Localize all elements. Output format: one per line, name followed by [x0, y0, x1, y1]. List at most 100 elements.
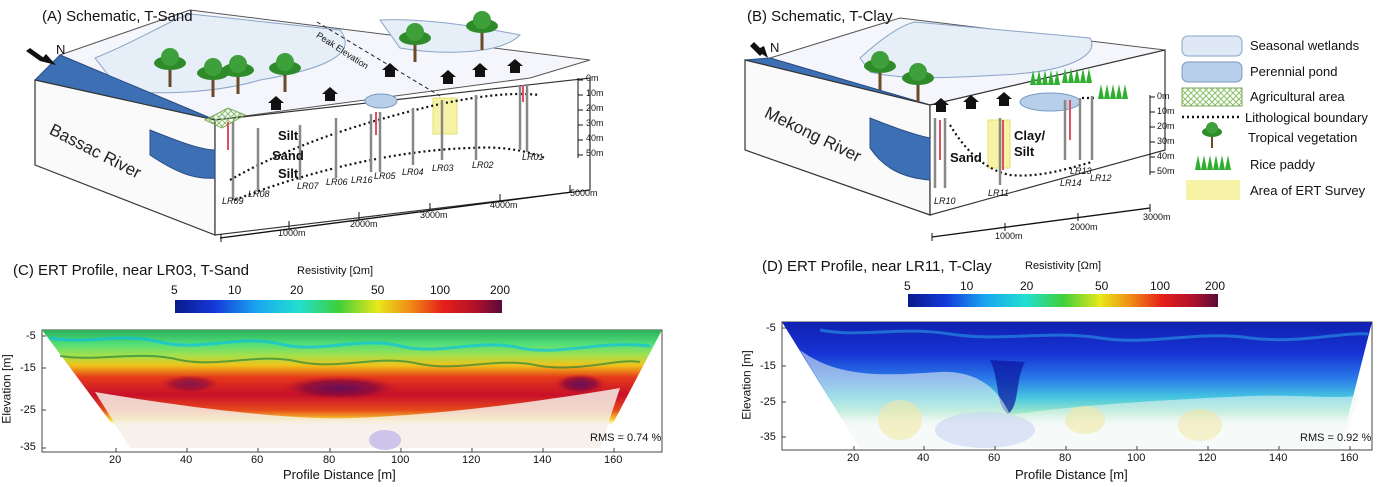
depth-tick: 0m: [1157, 91, 1170, 101]
ert-profile-tclay: [781, 294, 1373, 451]
layer-label: Silt: [1014, 144, 1035, 159]
x-tick: 60: [988, 452, 1001, 464]
x-tick: 20: [109, 454, 122, 466]
x-tick: 120: [1198, 452, 1217, 464]
well-label: LR03: [432, 163, 454, 173]
distance-tick: 2000m: [1070, 222, 1098, 232]
y-tick: -15: [20, 362, 36, 374]
ert-profile-tsand: [41, 300, 663, 453]
y-tick: -35: [20, 441, 36, 453]
x-tick: 140: [533, 454, 552, 466]
distance-tick: 4000m: [490, 200, 518, 210]
north-arrow-b: [750, 42, 768, 58]
colorbar-tick: 5: [904, 279, 911, 293]
well-label: LR05: [374, 171, 396, 181]
colorbar-c: [175, 300, 502, 313]
x-axis-label: Profile Distance [m]: [1015, 467, 1128, 482]
panel-c-title: (C) ERT Profile, near LR03, T-Sand: [13, 262, 249, 279]
colorbar-tick: 100: [1150, 279, 1171, 293]
depth-tick: 50m: [1157, 166, 1175, 176]
legend-label: Lithological boundary: [1245, 110, 1368, 125]
layer-label: Clay/: [1014, 128, 1046, 143]
colorbar-tick: 100: [430, 283, 451, 297]
layer-label: Sand: [950, 150, 982, 165]
distance-tick: 5000m: [570, 188, 598, 198]
distance-tick: 1000m: [278, 228, 306, 238]
well-label: LR04: [402, 167, 424, 177]
depth-tick: 30m: [1157, 136, 1175, 146]
y-tick: -5: [26, 330, 36, 342]
colorbar-tick: 200: [490, 283, 511, 297]
distance-tick: 2000m: [350, 219, 378, 229]
y-tick: -5: [766, 322, 776, 334]
colorbar-title: Resistivity [Ωm]: [1025, 260, 1102, 272]
distance-tick: 1000m: [995, 231, 1023, 241]
colorbar-tick: 20: [1020, 279, 1034, 293]
y-tick: -25: [20, 404, 36, 416]
legend-label: Tropical vegetation: [1248, 130, 1358, 145]
layer-label: Sand: [272, 148, 304, 163]
x-tick: 40: [180, 454, 193, 466]
x-tick: 80: [1059, 452, 1072, 464]
north-arrow-a: [26, 48, 56, 65]
legend-label: Perennial pond: [1250, 64, 1338, 79]
x-tick: 140: [1269, 452, 1288, 464]
rms-label: RMS = 0.74 %: [590, 432, 662, 444]
x-tick: 60: [251, 454, 264, 466]
schematic-tsand: [34, 9, 591, 242]
colorbar-d: [908, 294, 1218, 307]
depth-tick: 40m: [586, 133, 604, 143]
layer-label: Silt: [278, 166, 299, 181]
north-label-a: N: [56, 42, 66, 57]
legend-label: Seasonal wetlands: [1250, 38, 1360, 53]
colorbar-tick: 50: [1095, 279, 1109, 293]
well-label: LR16: [351, 175, 373, 185]
depth-tick: 50m: [586, 148, 604, 158]
y-axis-label: Elevation [m]: [739, 350, 754, 420]
rms-label: RMS = 0.92 %: [1300, 432, 1372, 444]
depth-tick: 30m: [586, 118, 604, 128]
well-label: LR11: [988, 188, 1009, 198]
house-icons-b: [933, 92, 1012, 112]
rice-paddy-icons: [1030, 68, 1128, 99]
distance-tick: 3000m: [1143, 212, 1171, 222]
colorbar-tick: 200: [1205, 279, 1226, 293]
schematic-tclay: [744, 17, 1166, 241]
layer-label: Silt: [278, 128, 299, 143]
well-label: LR08: [248, 189, 270, 199]
x-axis-label: Profile Distance [m]: [283, 467, 396, 482]
legend-label: Rice paddy: [1250, 157, 1316, 172]
depth-tick: 20m: [586, 103, 604, 113]
distance-tick: 3000m: [420, 210, 448, 220]
colorbar-tick: 50: [371, 283, 385, 297]
legend-label: Area of ERT Survey: [1250, 183, 1366, 198]
depth-tick: 40m: [1157, 151, 1175, 161]
depth-tick: 10m: [1157, 106, 1175, 116]
house-icons: [268, 59, 523, 110]
y-axis-label: Elevation [m]: [0, 354, 14, 424]
well-label: LR06: [326, 177, 348, 187]
colorbar-tick: 20: [290, 283, 304, 297]
well-label: LR14: [1060, 178, 1082, 188]
x-tick: 100: [1127, 452, 1146, 464]
x-tick: 40: [917, 452, 930, 464]
panel-d-title: (D) ERT Profile, near LR11, T-Clay: [762, 258, 992, 275]
colorbar-tick: 10: [960, 279, 974, 293]
well-label: LR02: [472, 160, 494, 170]
y-tick: -15: [760, 360, 776, 372]
y-tick: -25: [760, 396, 776, 408]
depth-tick: 10m: [586, 88, 604, 98]
depth-tick: 20m: [1157, 121, 1175, 131]
x-tick: 160: [1340, 452, 1359, 464]
well-label: LR09: [222, 196, 244, 206]
legend-label: Agricultural area: [1250, 89, 1345, 104]
x-tick: 100: [391, 454, 410, 466]
well-label: LR12: [1090, 173, 1112, 183]
north-label-b: N: [770, 40, 780, 55]
colorbar-title: Resistivity [Ωm]: [297, 265, 374, 277]
well-label: LR01: [522, 152, 544, 162]
x-tick: 20: [847, 452, 860, 464]
well-label: LR07: [297, 181, 319, 191]
well-label: LR10: [934, 196, 956, 206]
